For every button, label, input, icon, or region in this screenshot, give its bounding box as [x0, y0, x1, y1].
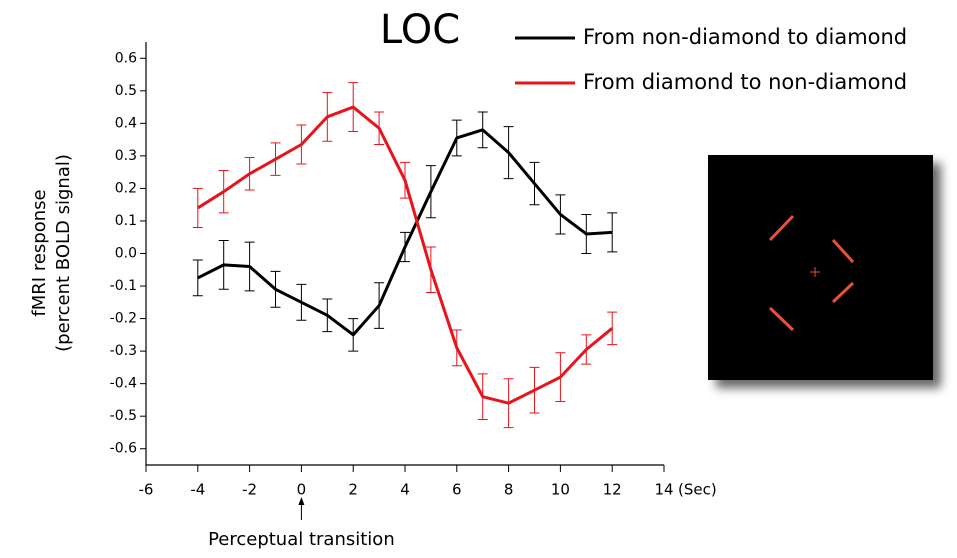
series-line [197, 128, 613, 337]
y-tick-label: 0.2 [115, 180, 137, 196]
y-tick-label: -0.3 [110, 343, 137, 359]
y-tick-label: -0.4 [110, 376, 137, 392]
y-tick-label: 0.4 [115, 115, 137, 131]
x-tick-label: 4 [400, 481, 410, 499]
y-tick-label: -0.1 [110, 278, 137, 294]
x-tick-label: 14 [654, 481, 673, 499]
y-tick-label: -0.6 [110, 441, 137, 457]
y-axis-label: (percent BOLD signal) [53, 154, 74, 352]
x-tick-label: 12 [603, 481, 622, 499]
series-line [197, 105, 614, 405]
diamond-fragments [768, 214, 855, 332]
inset-image [708, 155, 933, 380]
y-tick-label: -0.2 [110, 311, 137, 327]
x-tick-label: 8 [504, 481, 514, 499]
x-tick-label: -2 [242, 481, 257, 499]
inset-frame [708, 155, 933, 380]
fixation-cross [810, 267, 820, 277]
y-tick-label: 0.5 [115, 83, 137, 99]
error-bar [192, 259, 203, 297]
x-tick-label: -4 [190, 481, 205, 499]
legend-label: From diamond to non-diamond [583, 70, 907, 94]
x-tick-label: 0 [297, 481, 307, 499]
x-axis-label: (Sec) [678, 481, 717, 499]
x-tick-label: -6 [139, 481, 154, 499]
y-tick-label: -0.5 [110, 408, 137, 424]
x-tick-label: 6 [452, 481, 462, 499]
y-tick-label: 0.3 [115, 148, 137, 164]
x-tick-label: 10 [551, 481, 570, 499]
y-tick-label: 0.6 [115, 50, 137, 66]
annotation-arrowhead [298, 497, 305, 505]
legend-label: From non-diamond to diamond [583, 25, 907, 49]
chart-title: LOC [380, 7, 460, 53]
x-tick-label: 2 [348, 481, 358, 499]
y-tick-label: 0.1 [115, 213, 137, 229]
annotation: Perceptual transition [208, 529, 395, 550]
y-tick-label: 0.0 [115, 246, 137, 262]
y-axis-label: fMRI response [29, 189, 50, 316]
error-bar [192, 187, 203, 228]
